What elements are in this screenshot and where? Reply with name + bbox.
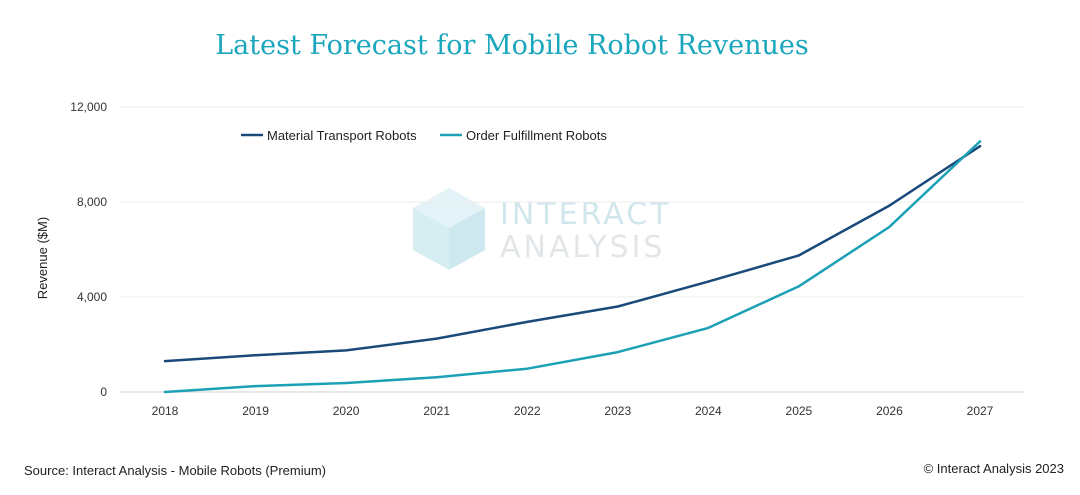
y-tick-label: 4,000 — [77, 290, 107, 304]
data-point — [526, 320, 529, 324]
y-axis-ticks: 0 4,000 8,000 12,000 — [70, 100, 107, 399]
y-tick-label: 0 — [100, 385, 107, 399]
series-1 — [163, 140, 982, 394]
x-tick-label: 2018 — [152, 404, 179, 418]
data-point — [254, 353, 257, 357]
legend-label: Order Fulfillment Robots — [466, 128, 607, 143]
series-line — [163, 144, 982, 363]
data-point — [707, 280, 710, 283]
data-point — [616, 305, 619, 308]
data-point — [435, 337, 438, 340]
watermark-logo: INTERACT ANALYSIS — [413, 188, 671, 270]
y-axis-title: Revenue ($M) — [35, 217, 50, 299]
series-lines — [163, 140, 982, 394]
data-point — [888, 225, 891, 229]
data-point — [707, 326, 710, 330]
watermark-text-line1: INTERACT — [500, 197, 671, 232]
chart-title: Latest Forecast for Mobile Robot Revenue… — [215, 30, 809, 61]
x-tick-label: 2026 — [876, 404, 903, 418]
gridlines — [120, 106, 1024, 393]
source-note: Source: Interact Analysis - Mobile Robot… — [24, 463, 326, 478]
series-line — [163, 140, 982, 394]
data-point — [978, 144, 982, 148]
y-tick-label: 8,000 — [77, 195, 107, 209]
y-tick-label: 12,000 — [70, 100, 107, 114]
data-point — [888, 204, 891, 207]
data-point — [978, 140, 982, 143]
copyright-note: © Interact Analysis 2023 — [923, 461, 1064, 476]
data-point — [344, 349, 348, 352]
legend: Material Transport Robots Order Fulfillme… — [241, 128, 607, 143]
x-tick-label: 2025 — [786, 404, 813, 418]
data-point — [797, 254, 801, 257]
data-point — [163, 390, 167, 394]
x-tick-label: 2024 — [695, 404, 722, 418]
legend-label: Material Transport Robots — [267, 128, 417, 143]
data-point — [435, 376, 438, 379]
watermark-text-line2: ANALYSIS — [500, 230, 665, 265]
data-point — [797, 285, 801, 288]
data-point — [163, 359, 167, 363]
x-tick-label: 2027 — [967, 404, 994, 418]
x-tick-label: 2020 — [333, 404, 360, 418]
x-tick-label: 2023 — [604, 404, 631, 418]
x-tick-label: 2021 — [423, 404, 450, 418]
x-tick-label: 2022 — [514, 404, 541, 418]
x-axis-ticks: 2018 2019 2020 2021 2022 2023 2024 2025 2026 2027 — [152, 404, 994, 418]
series-0 — [163, 144, 982, 363]
cube-logo-icon — [413, 188, 485, 270]
data-point — [526, 367, 529, 370]
x-tick-label: 2019 — [242, 404, 269, 418]
data-point — [344, 381, 348, 385]
data-point — [254, 384, 257, 388]
data-point — [616, 350, 619, 354]
